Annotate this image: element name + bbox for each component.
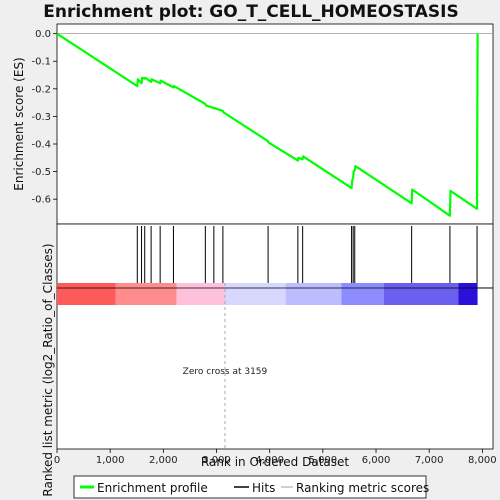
x-ticks: 0 1,000 2,000 3,000 4,000 5,000 6,000 7,000 8,00… [54, 449, 497, 466]
gradient-segment-4 [285, 283, 342, 305]
x-tick-label-8: 8,000 [468, 455, 497, 466]
legend-label-enrichment: Enrichment profile [97, 481, 208, 495]
hits-panel [56, 223, 494, 289]
legend: Enrichment profile Hits Ranking metric s… [73, 475, 429, 499]
es-y-tick-label-3: -0.3 [31, 112, 51, 123]
es-y-tick-label-1: -0.1 [31, 57, 51, 68]
gradient-segment-6 [384, 283, 459, 305]
legend-label-hits: Hits [252, 481, 275, 495]
es-y-tick-label-4: -0.4 [31, 140, 51, 151]
metric-panel [56, 287, 494, 450]
x-tick-label-5: 5,000 [309, 455, 338, 466]
es-y-ticks: 0.0 -0.1 -0.2 -0.3 -0.4 -0.5 -0.6 [31, 29, 57, 206]
legend-box [73, 475, 427, 499]
legend-label-ranking: Ranking metric scores [296, 481, 429, 495]
x-tick-label-3: 3,000 [202, 455, 231, 466]
es-y-tick-label-2: -0.2 [31, 84, 51, 95]
zero-cross-label: Zero cross at 3159 [183, 367, 268, 377]
es-axis-label: Enrichment score (ES) [12, 57, 26, 190]
enrichment-profile-line [56, 32, 479, 217]
es-y-tick-label-0: 0.0 [35, 29, 51, 40]
gradient-segment-2 [176, 283, 225, 305]
zero-cross-group: Zero cross at 3159 [183, 283, 268, 449]
x-tick-label-7: 7,000 [415, 455, 444, 466]
gradient-segment-5 [341, 283, 384, 305]
x-tick-label-2: 2,000 [149, 455, 178, 466]
gradient-segment-3 [224, 283, 286, 305]
x-tick-label-4: 4,000 [255, 455, 284, 466]
es-y-tick-label-6: -0.6 [31, 195, 51, 206]
metric-axis-label: Ranked list metric (log2_Ratio_of_Classe… [41, 243, 55, 496]
gradient-segment-0 [57, 283, 116, 305]
x-axis-label: Rank in Ordered Dataset [201, 455, 349, 469]
es-y-tick-label-5: -0.5 [31, 167, 51, 178]
ranking-gradient [57, 283, 493, 305]
x-tick-label-6: 6,000 [362, 455, 391, 466]
es-line-group [56, 32, 493, 217]
chart-title: Enrichment plot: GO_T_CELL_HOMEOSTASIS [43, 2, 458, 22]
gradient-segment-7 [458, 283, 478, 305]
es-panel [56, 23, 494, 225]
hit-lines [136, 226, 478, 283]
x-tick-label-0: 0 [54, 455, 60, 466]
x-tick-label-1: 1,000 [96, 455, 125, 466]
gradient-segment-1 [115, 283, 177, 305]
